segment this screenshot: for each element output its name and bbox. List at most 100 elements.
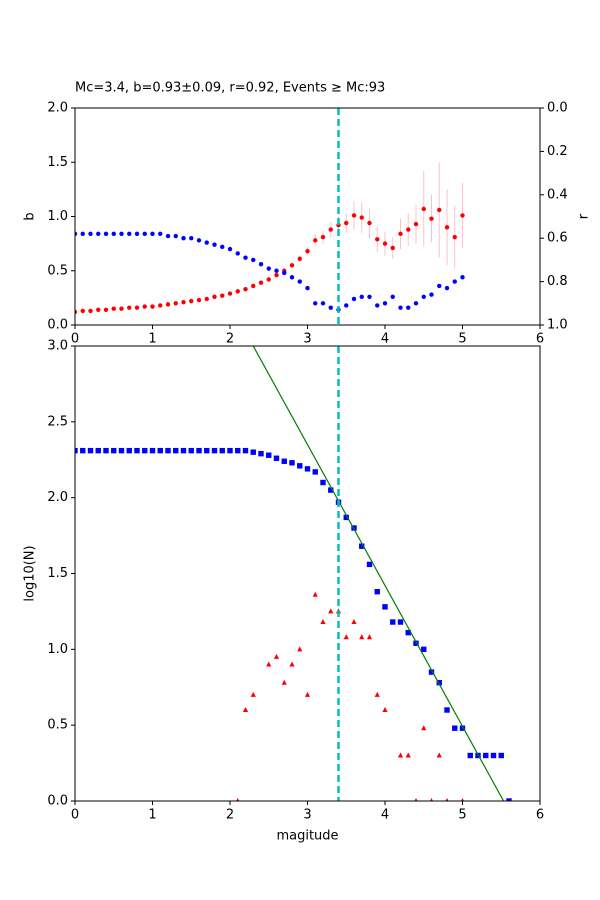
point <box>75 309 78 315</box>
point <box>111 231 116 237</box>
triangle-point <box>242 707 249 712</box>
square-point <box>211 447 218 454</box>
point <box>258 280 264 285</box>
square-point <box>328 487 334 493</box>
point <box>344 303 349 308</box>
square-point <box>390 619 396 625</box>
point <box>235 289 240 294</box>
point <box>344 220 349 226</box>
point <box>320 234 326 240</box>
square-point <box>196 447 202 454</box>
point <box>181 300 186 305</box>
square-point <box>304 466 311 472</box>
point <box>103 231 109 237</box>
square-point <box>467 752 473 759</box>
point <box>305 285 310 291</box>
point <box>158 231 163 237</box>
x-tick-label: 3 <box>303 332 311 347</box>
plot-area <box>75 162 465 315</box>
point <box>351 213 357 218</box>
square-point <box>366 561 373 568</box>
point <box>305 249 310 254</box>
point <box>127 305 132 310</box>
triangle-point <box>273 653 280 659</box>
triangle-point <box>460 798 465 801</box>
point <box>421 206 426 212</box>
point <box>313 238 318 243</box>
square-point <box>281 458 287 464</box>
x-tick-label: 4 <box>381 808 389 823</box>
point <box>351 296 357 302</box>
point <box>421 294 426 299</box>
x-tick-label: 2 <box>226 332 234 347</box>
square-point <box>428 669 435 675</box>
y-axis-label: b <box>23 212 38 220</box>
point <box>243 255 248 260</box>
point <box>452 234 457 240</box>
y-tick-label: 1.0 <box>47 209 68 224</box>
x-tick-label: 1 <box>148 332 156 347</box>
triangle-point <box>374 691 380 697</box>
square-point <box>483 752 489 759</box>
triangle-point <box>343 634 349 640</box>
square-point <box>266 452 272 458</box>
point <box>173 301 178 306</box>
square-point <box>506 798 512 801</box>
point <box>173 233 178 239</box>
point <box>274 268 279 273</box>
x-tick-label: 6 <box>536 332 544 347</box>
x-tick-label: 0 <box>71 332 79 347</box>
square-point <box>165 447 171 454</box>
square-point <box>312 469 318 475</box>
square-point <box>180 447 187 454</box>
triangle-point <box>328 608 334 614</box>
point <box>142 231 147 237</box>
triangle-point <box>320 619 326 625</box>
point <box>382 301 388 306</box>
triangle-point <box>351 619 357 625</box>
point <box>75 231 78 237</box>
square-point <box>235 447 241 454</box>
y-tick-label: 3.0 <box>47 339 68 354</box>
square-point <box>103 447 109 454</box>
square-point <box>227 447 233 454</box>
point <box>251 283 256 289</box>
axes-frame <box>74 107 541 326</box>
y2-tick-label: 0.8 <box>547 274 568 289</box>
square-point <box>87 447 94 454</box>
point <box>328 227 333 232</box>
square-point <box>188 447 194 454</box>
square-point <box>405 629 411 636</box>
point <box>452 279 457 284</box>
square-point <box>157 447 163 454</box>
square-point <box>397 619 404 625</box>
point <box>150 304 155 309</box>
square-point <box>111 447 117 454</box>
x-axis-label: magitude <box>276 829 338 844</box>
point <box>88 231 93 237</box>
triangle-point <box>297 646 303 652</box>
point <box>80 308 85 314</box>
triangle-point <box>312 591 318 597</box>
point <box>158 303 163 308</box>
square-point <box>452 725 458 731</box>
point <box>134 231 140 237</box>
point <box>189 236 194 241</box>
square-point <box>444 707 450 713</box>
x-tick-label: 3 <box>303 808 311 823</box>
triangle-point <box>266 661 272 667</box>
point <box>375 303 380 308</box>
triangle-point <box>289 661 295 667</box>
point <box>227 291 233 296</box>
square-point <box>289 460 295 466</box>
square-point <box>490 752 497 759</box>
point <box>398 305 403 310</box>
point <box>165 233 171 239</box>
square-point <box>118 447 125 454</box>
y-tick-label: 0.0 <box>47 794 68 809</box>
triangle-point <box>236 798 240 801</box>
square-point <box>421 646 427 653</box>
point <box>367 294 372 299</box>
square-point <box>250 449 256 455</box>
plot-area <box>75 346 512 801</box>
